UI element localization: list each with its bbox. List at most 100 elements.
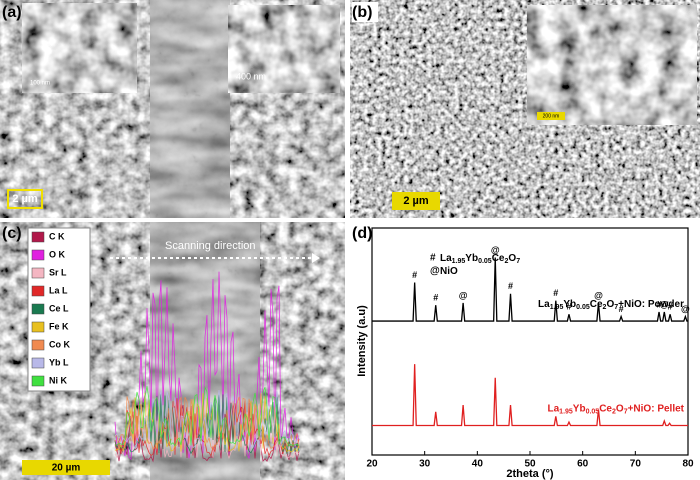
formula-part: Ce (492, 253, 505, 264)
formula-part: NiO (440, 266, 458, 277)
eds-linescan-image (114, 385, 300, 447)
legend-swatch (31, 231, 45, 243)
legend-label: Fe K (49, 321, 69, 331)
formula-part: Ce (599, 403, 612, 414)
legend-swatch (31, 249, 45, 261)
peak-marker: # (433, 293, 438, 303)
formula-part: 1.95 (559, 409, 573, 416)
legend-label: Co K (49, 339, 70, 349)
formula-part: 0.05 (586, 409, 600, 416)
legend-label: C K (49, 231, 65, 241)
legend-swatch (31, 357, 45, 369)
formula-part: La (548, 403, 560, 414)
series-label: La1.95Yb0.05Ce2O7+NiO: Pellet (548, 403, 685, 416)
panel-label: (a) (2, 4, 22, 21)
legend-label: Yb L (49, 357, 69, 367)
x-tick-label: 20 (366, 459, 378, 470)
peak-marker: # (553, 288, 558, 298)
formula-part: 1.95 (550, 304, 564, 311)
x-tick-label: 30 (419, 459, 431, 470)
legend-swatch (31, 375, 45, 387)
legend-symbol: @ (430, 266, 440, 277)
panel-a: 100 nm 400 nm 2 µm (a) (0, 0, 345, 218)
scale-label: 20 µm (52, 463, 81, 474)
panel-label: (b) (352, 4, 372, 21)
scale-label: 2 µm (12, 193, 38, 205)
scale-label: 2 µm (403, 195, 429, 207)
eds-linescan-image (114, 396, 300, 451)
formula-part: La (538, 299, 550, 310)
legend-swatch (31, 285, 45, 297)
eds-linescan-image (114, 271, 300, 461)
panel-c: Scanning direction 20 µm (c) C K O K Sr L L… (0, 222, 345, 480)
xrd-pattern (372, 364, 688, 427)
formula-part: O (508, 253, 516, 264)
scan-arrowhead (312, 253, 320, 263)
panel-label: (d) (352, 225, 372, 242)
scale-bar (7, 189, 43, 209)
formula-part: 2 (505, 258, 509, 265)
peak-marker: # (508, 281, 513, 291)
legend-symbol: # (430, 253, 436, 264)
inset-scale: 400 nm (236, 71, 266, 81)
legend-label: NiO (440, 266, 458, 277)
legend-label: Ni K (49, 375, 68, 385)
formula-part: Yb (465, 253, 478, 264)
panel-d: (d) 2theta (°) Intensity (a.u) 20 30 40 50 6… (352, 225, 694, 480)
inset-scale: 100 nm (30, 81, 50, 87)
legend-label: Sr L (49, 267, 67, 277)
legend-label: La1.95Yb0.05Ce2O7 (440, 253, 520, 266)
legend-swatch (31, 321, 45, 333)
inset-scale-bar (537, 112, 565, 120)
formula-part: +NiO: Pellet (628, 403, 685, 414)
eds-linescan-image (114, 389, 300, 449)
legend-label: Ce L (49, 303, 69, 313)
legend-swatch (31, 339, 45, 351)
formula-part: 0.05 (478, 258, 492, 265)
formula-part: Ce (590, 299, 603, 310)
legend-swatch (31, 267, 45, 279)
formula-part: 7 (624, 409, 628, 416)
inset-scale: 200 nm (543, 113, 560, 119)
x-tick-label: 70 (630, 459, 642, 470)
peak-marker: # (412, 270, 417, 280)
peak-marker: # (668, 302, 673, 312)
inset-image (21, 2, 138, 94)
formula-part: Yb (573, 403, 586, 414)
peak-marker: @ (594, 290, 603, 300)
formula-part: O (606, 299, 614, 310)
formula-part: La (440, 253, 452, 264)
formula-part: 2 (612, 409, 616, 416)
x-tick-label: 60 (577, 459, 589, 470)
label-background (352, 2, 378, 22)
formula-part: 7 (614, 304, 618, 311)
x-tick-label: 40 (472, 459, 484, 470)
formula-part: Yb (563, 299, 576, 310)
peak-marker: @ (491, 245, 500, 255)
eds-linescan-image (114, 404, 300, 463)
formula-part: +NiO: Powder (618, 299, 684, 310)
legend-label: La L (49, 285, 68, 295)
formula-part: 7 (516, 258, 520, 265)
inset-image (526, 4, 698, 126)
peak-marker: # (657, 299, 662, 309)
peak-marker: @ (459, 290, 468, 300)
formula-part: 0.05 (576, 304, 590, 311)
peak-marker: @ (681, 304, 690, 314)
formula-part: O (616, 403, 624, 414)
peak-marker: # (619, 304, 624, 314)
x-tick-label: 80 (682, 459, 694, 470)
y-axis-label: Intensity (a.u) (356, 305, 368, 377)
eds-linescan-image (114, 398, 300, 457)
scale-bar (22, 460, 110, 475)
x-tick-label: 50 (524, 459, 536, 470)
plot-frame (371, 227, 689, 456)
panel-label: (c) (2, 225, 22, 242)
scan-annotation: Scanning direction (165, 240, 256, 252)
xrd-pattern (372, 257, 688, 322)
x-axis-label: 2theta (°) (506, 468, 554, 480)
formula-part: 1.95 (452, 258, 466, 265)
panel-b: 200 nm 2 µm (b) (350, 0, 700, 218)
legend-label: O K (49, 249, 66, 259)
